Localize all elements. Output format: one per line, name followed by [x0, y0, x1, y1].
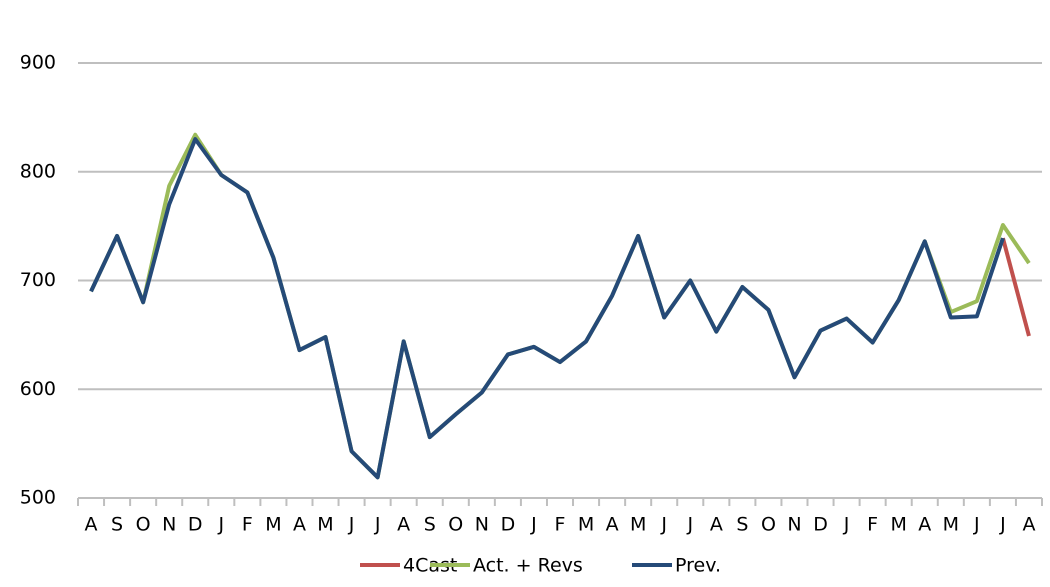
x-tick-label: M — [943, 514, 959, 536]
x-tick-label: J — [530, 514, 537, 536]
x-tick-label: J — [348, 514, 355, 536]
x-tick-label: O — [136, 514, 151, 536]
series-line — [89, 132, 1031, 480]
y-tick-label: 500 — [20, 487, 56, 509]
x-tick-label: O — [448, 514, 463, 536]
x-tick-label: S — [424, 514, 436, 536]
x-tick-label: J — [843, 514, 850, 536]
x-tick-label: N — [475, 514, 489, 536]
x-tick-label: A — [918, 514, 931, 536]
x-tick-label: J — [217, 514, 224, 536]
x-tick-label: A — [293, 514, 306, 536]
y-tick-label: 700 — [20, 269, 56, 291]
x-tick-label: A — [85, 514, 98, 536]
x-tick-label: F — [242, 514, 253, 536]
x-tick-label: S — [111, 514, 123, 536]
y-tick-label: 900 — [20, 52, 56, 74]
x-tick-label: M — [630, 514, 646, 536]
series-line — [1000, 237, 1031, 337]
y-tick-label: 800 — [20, 160, 56, 182]
x-tick-label: M — [317, 514, 333, 536]
x-tick-label: A — [710, 514, 723, 536]
x-tick-label: S — [736, 514, 748, 536]
x-tick-label: D — [188, 514, 203, 536]
x-tick-label: D — [813, 514, 828, 536]
x-tick-label: O — [761, 514, 776, 536]
legend-label: Prev. — [675, 555, 721, 577]
x-tick-label: J — [660, 514, 667, 536]
y-tick-label: 600 — [20, 378, 56, 400]
x-tick-label: M — [578, 514, 594, 536]
x-tick-label: J — [686, 514, 693, 536]
legend-label: Act. + Revs — [473, 555, 583, 577]
x-tick-label: J — [973, 514, 980, 536]
x-tick-label: A — [397, 514, 410, 536]
x-tick-label: N — [162, 514, 176, 536]
x-tick-label: F — [867, 514, 878, 536]
x-tick-label: A — [1022, 514, 1035, 536]
x-tick-label: J — [374, 514, 381, 536]
x-tick-label: N — [787, 514, 801, 536]
x-tick-label: J — [999, 514, 1006, 536]
x-tick-label: F — [555, 514, 566, 536]
x-tick-label: M — [265, 514, 281, 536]
x-tick-label: A — [606, 514, 619, 536]
series-line — [89, 137, 1005, 480]
x-tick-label: M — [890, 514, 906, 536]
x-tick-label: D — [501, 514, 516, 536]
